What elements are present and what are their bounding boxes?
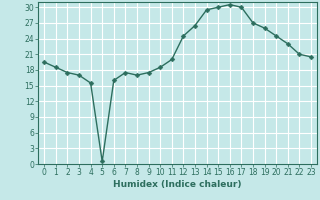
X-axis label: Humidex (Indice chaleur): Humidex (Indice chaleur) (113, 180, 242, 189)
